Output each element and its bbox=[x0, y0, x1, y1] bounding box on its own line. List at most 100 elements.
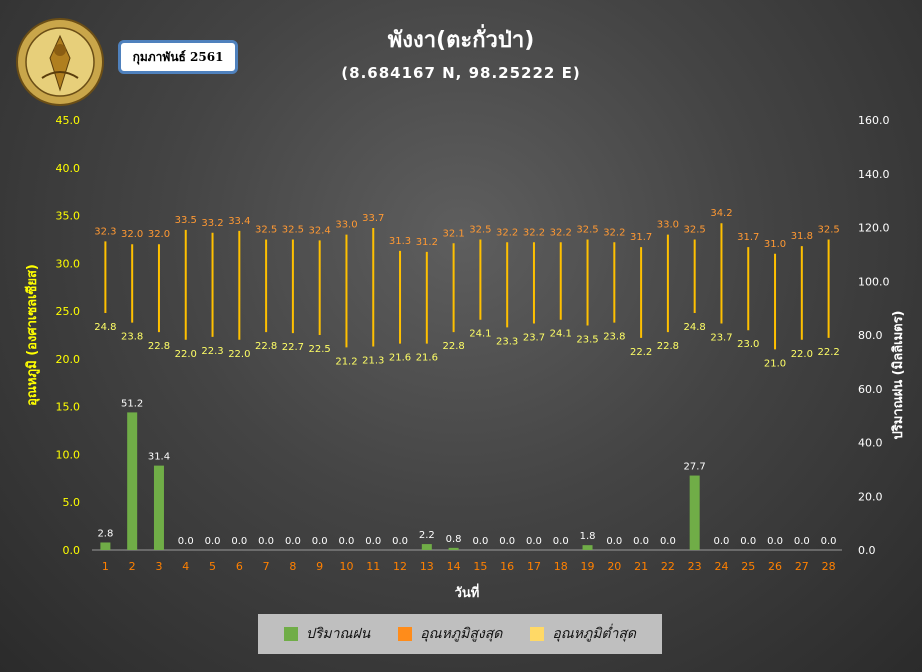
data-labels: 2.8 51.2 31.4 0.0 0.0 0.0 0.0 0.0 0.0 0.0 0.0 0.0 2.… bbox=[94, 208, 839, 547]
max-temp-label: 32.5 bbox=[817, 224, 839, 235]
max-temp-label: 32.2 bbox=[496, 227, 518, 238]
max-temp-label: 33.0 bbox=[657, 220, 679, 231]
max-temp-label: 32.4 bbox=[309, 225, 331, 236]
chart-legend: ปริมาณฝน อุณหภูมิสูงสุด อุณหภูมิต่ำสุด bbox=[258, 614, 662, 654]
max-temp-label: 33.2 bbox=[201, 218, 223, 229]
y-right-tick-label: 40.0 bbox=[858, 437, 883, 450]
rain-value-label: 0.0 bbox=[714, 536, 730, 547]
rain-value-label: 0.0 bbox=[231, 536, 247, 547]
y-axis-right-label: ปริมาณฝน (มิลลิเมตร) bbox=[891, 310, 906, 439]
y-left-tick-label: 45.0 bbox=[56, 114, 81, 127]
min-temp-label: 22.7 bbox=[282, 342, 304, 353]
legend-label-rain: ปริมาณฝน bbox=[305, 626, 371, 642]
x-tick-label: 19 bbox=[581, 560, 595, 573]
max-temp-label: 32.5 bbox=[684, 224, 706, 235]
x-tick-label: 21 bbox=[634, 560, 648, 573]
max-temp-label: 32.1 bbox=[442, 228, 464, 239]
min-temp-label: 22.0 bbox=[228, 349, 250, 360]
x-tick-label: 13 bbox=[420, 560, 434, 573]
max-temp-label: 31.0 bbox=[764, 239, 786, 250]
y-right-tick-label: 80.0 bbox=[858, 329, 883, 342]
y-left-tick-label: 40.0 bbox=[56, 162, 81, 175]
min-temp-label: 22.8 bbox=[657, 341, 679, 352]
min-temp-label: 22.5 bbox=[309, 344, 331, 355]
legend-label-min-temp: อุณหภูมิต่ำสุด bbox=[552, 626, 637, 642]
rain-value-label: 2.8 bbox=[97, 528, 113, 539]
x-tick-label: 17 bbox=[527, 560, 541, 573]
rain-value-label: 31.4 bbox=[148, 452, 170, 463]
x-tick-label: 9 bbox=[316, 560, 323, 573]
rain-value-label: 0.0 bbox=[312, 536, 328, 547]
max-temp-label: 31.7 bbox=[630, 232, 652, 243]
legend-item-max-temp: อุณหภูมิสูงสุด bbox=[398, 623, 502, 645]
rain-value-label: 51.2 bbox=[121, 398, 143, 409]
x-tick-label: 7 bbox=[263, 560, 270, 573]
rain-value-label: 27.7 bbox=[684, 462, 706, 473]
max-temp-label: 33.0 bbox=[335, 220, 357, 231]
x-tick-label: 8 bbox=[289, 560, 296, 573]
max-temp-label: 32.2 bbox=[550, 227, 572, 238]
rain-value-label: 0.0 bbox=[365, 536, 381, 547]
temperature-ranges bbox=[104, 223, 830, 350]
max-temp-label: 33.5 bbox=[175, 215, 197, 226]
legend-item-min-temp: อุณหภูมิต่ำสุด bbox=[530, 623, 636, 645]
rain-value-label: 0.0 bbox=[606, 536, 622, 547]
rain-value-label: 0.0 bbox=[660, 536, 676, 547]
max-temp-label: 32.5 bbox=[255, 224, 277, 235]
x-tick-label: 6 bbox=[236, 560, 243, 573]
max-temp-label: 32.5 bbox=[282, 224, 304, 235]
legend-item-rain: ปริมาณฝน bbox=[283, 623, 371, 645]
y-left-tick-label: 20.0 bbox=[56, 353, 81, 366]
x-tick-label: 26 bbox=[768, 560, 782, 573]
x-tick-label: 4 bbox=[182, 560, 189, 573]
rain-bar bbox=[100, 542, 111, 550]
x-tick-label: 11 bbox=[366, 560, 380, 573]
min-temp-label: 22.8 bbox=[255, 341, 277, 352]
x-tick-label: 2 bbox=[129, 560, 136, 573]
rain-value-label: 0.0 bbox=[392, 536, 408, 547]
rain-value-label: 0.0 bbox=[339, 536, 355, 547]
rain-bar bbox=[448, 547, 459, 550]
rain-bar bbox=[153, 465, 164, 550]
min-temp-label: 23.3 bbox=[496, 336, 518, 347]
min-temp-label: 24.1 bbox=[550, 329, 572, 340]
rain-value-label: 0.8 bbox=[446, 534, 462, 545]
rain-bar bbox=[582, 545, 593, 550]
rain-value-label: 0.0 bbox=[821, 536, 837, 547]
rain-value-label: 0.0 bbox=[472, 536, 488, 547]
x-tick-label: 20 bbox=[607, 560, 621, 573]
min-temp-label: 24.1 bbox=[469, 329, 491, 340]
x-tick-label: 3 bbox=[155, 560, 162, 573]
legend-swatch-max-temp bbox=[398, 627, 413, 641]
x-tick-label: 27 bbox=[795, 560, 809, 573]
max-temp-label: 32.0 bbox=[121, 229, 143, 240]
min-temp-label: 22.2 bbox=[630, 347, 652, 358]
rain-value-label: 2.2 bbox=[419, 530, 435, 541]
min-temp-label: 21.2 bbox=[335, 356, 357, 367]
x-tick-label: 15 bbox=[473, 560, 487, 573]
max-temp-label: 32.5 bbox=[469, 224, 491, 235]
rain-value-label: 0.0 bbox=[553, 536, 569, 547]
rain-value-label: 0.0 bbox=[258, 536, 274, 547]
x-tick-label: 12 bbox=[393, 560, 407, 573]
y-left-tick-label: 25.0 bbox=[56, 305, 81, 318]
rain-bar bbox=[127, 412, 138, 550]
max-temp-label: 32.0 bbox=[148, 229, 170, 240]
station-title: พังงา(ตะกั่วป่า) bbox=[387, 28, 535, 53]
rain-value-label: 0.0 bbox=[767, 536, 783, 547]
x-tick-label: 10 bbox=[339, 560, 353, 573]
chart-axes: 0.05.010.015.020.025.030.035.040.045.00.… bbox=[56, 114, 890, 573]
min-temp-label: 23.5 bbox=[576, 334, 598, 345]
rain-value-label: 0.0 bbox=[526, 536, 542, 547]
y-right-tick-label: 160.0 bbox=[858, 114, 890, 127]
legend-swatch-rain bbox=[283, 627, 298, 641]
min-temp-label: 22.3 bbox=[201, 346, 223, 357]
x-tick-label: 24 bbox=[714, 560, 728, 573]
x-tick-label: 5 bbox=[209, 560, 216, 573]
max-temp-label: 31.8 bbox=[791, 231, 813, 242]
min-temp-label: 24.8 bbox=[684, 322, 706, 333]
rain-value-label: 0.0 bbox=[205, 536, 221, 547]
station-coordinates: (8.684167 N, 98.25222 E) bbox=[341, 64, 581, 82]
y-right-tick-label: 100.0 bbox=[858, 275, 890, 288]
x-tick-label: 25 bbox=[741, 560, 755, 573]
